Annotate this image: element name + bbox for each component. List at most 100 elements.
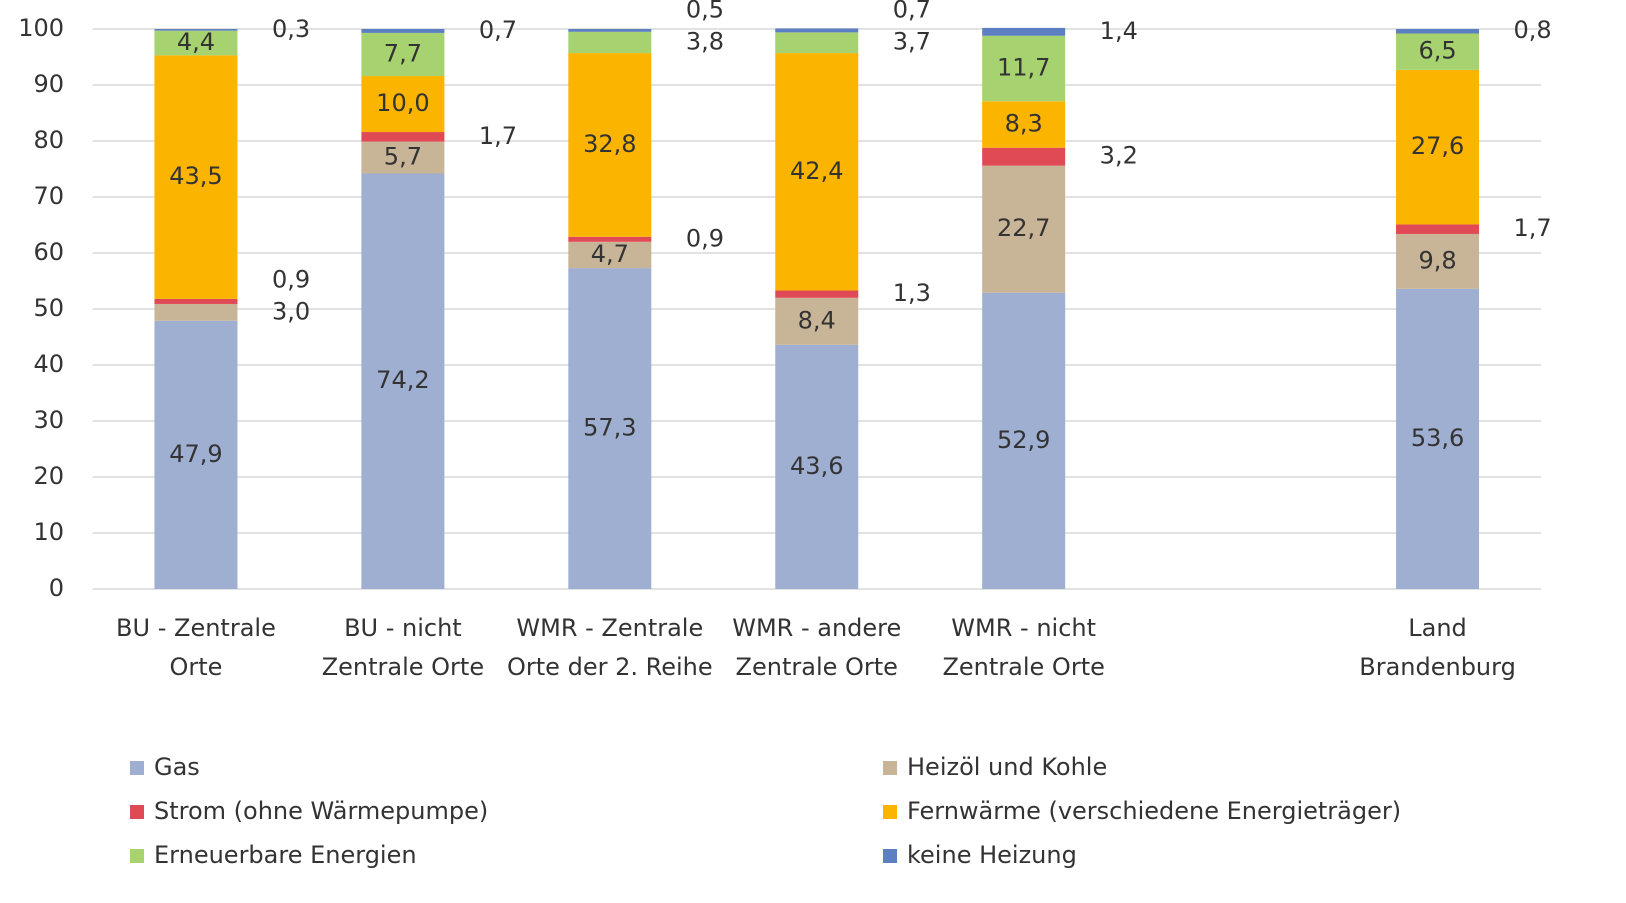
data-label: 6,5	[1418, 37, 1456, 65]
bar-segment	[775, 297, 859, 345]
legend-label: Heizöl und Kohle	[907, 753, 1107, 781]
legend-swatch	[130, 805, 144, 819]
data-label: 0,9	[272, 265, 310, 293]
x-tick-label: WMR - andere Zentrale Orte	[732, 614, 902, 681]
data-label: 53,6	[1411, 424, 1464, 452]
bar-segment	[361, 173, 445, 590]
bar-segment	[1396, 224, 1480, 234]
bar-segment	[361, 29, 445, 33]
data-label: 3,8	[686, 27, 724, 55]
data-label: 43,6	[790, 452, 843, 480]
bar-segment	[1396, 69, 1480, 225]
data-label: 0,5	[686, 0, 724, 23]
bar-segment	[154, 303, 238, 321]
y-tick-label: 90	[33, 70, 64, 98]
legend-label: keine Heizung	[907, 841, 1077, 869]
bar-segment	[361, 141, 445, 174]
bar-segment	[982, 147, 1066, 166]
bar-segment	[775, 32, 859, 54]
legend-swatch	[130, 849, 144, 863]
legend-swatch	[130, 761, 144, 775]
bar-segment	[775, 28, 859, 33]
bar-segment	[361, 132, 445, 142]
data-label: 4,7	[591, 240, 629, 268]
data-label: 47,9	[169, 440, 222, 468]
bar-segment	[361, 76, 445, 133]
bar-segment	[1396, 233, 1480, 289]
y-tick-label: 40	[33, 350, 64, 378]
y-tick-label: 80	[33, 126, 64, 154]
data-label: 7,7	[384, 39, 422, 67]
data-label: 1,7	[479, 122, 517, 150]
data-label: 0,8	[1514, 16, 1552, 44]
bar-segment	[154, 55, 238, 299]
legend-label: Fernwärme (verschiedene Energieträger)	[907, 797, 1401, 825]
bar-segment	[1396, 288, 1480, 589]
data-label: 8,3	[1005, 109, 1043, 137]
x-tick-label: WMR - nicht Zentrale Orte	[942, 614, 1105, 681]
bar-segment	[154, 30, 238, 56]
bar-segment	[154, 320, 238, 589]
bar-segment	[775, 290, 859, 298]
data-label: 3,2	[1100, 142, 1138, 170]
x-tick-label: BU - Zentrale Orte	[116, 614, 276, 681]
data-label: 74,2	[376, 366, 429, 394]
data-label: 3,0	[272, 297, 310, 325]
y-tick-label: 20	[33, 462, 64, 490]
y-tick-label: 100	[18, 14, 64, 42]
data-label: 0,7	[893, 0, 931, 24]
bar-segment	[568, 236, 652, 242]
data-label: 32,8	[583, 130, 636, 158]
data-label: 9,8	[1418, 246, 1456, 274]
bar-segment	[982, 292, 1066, 589]
bar-segment	[568, 31, 652, 54]
data-label: 4,4	[177, 28, 215, 56]
legend-label: Strom (ohne Wärmepumpe)	[154, 797, 488, 825]
legend-swatch	[883, 849, 897, 863]
bar-segment	[568, 241, 652, 269]
x-tick-label: BU - nicht Zentrale Orte	[321, 614, 485, 681]
data-label: 57,3	[583, 414, 636, 442]
data-label: 1,3	[893, 279, 931, 307]
bar-segment	[568, 268, 652, 589]
data-label: 10,0	[376, 89, 429, 117]
data-label: 27,6	[1411, 132, 1464, 160]
data-label: 11,7	[997, 53, 1050, 81]
data-label: 52,9	[997, 426, 1050, 454]
data-label: 8,4	[798, 306, 836, 334]
bar-segment	[982, 101, 1066, 148]
bar-segment	[982, 165, 1066, 293]
data-label: 42,4	[790, 157, 843, 185]
y-tick-label: 50	[33, 294, 64, 322]
bar-segment	[154, 29, 238, 31]
data-label: 0,7	[479, 16, 517, 44]
legend-swatch	[883, 805, 897, 819]
data-label: 22,7	[997, 214, 1050, 242]
data-label: 3,7	[893, 28, 931, 56]
x-tick-label: Land Brandenburg	[1359, 614, 1516, 681]
bar-segment	[568, 29, 652, 32]
data-label: 0,3	[272, 15, 310, 43]
bar-segment	[982, 27, 1066, 36]
bar-segment	[775, 344, 859, 589]
data-label: 5,7	[384, 143, 422, 171]
bar-segment	[568, 53, 652, 237]
legend-label: Gas	[154, 753, 200, 781]
bar-segment	[1396, 29, 1480, 34]
y-tick-label: 10	[33, 518, 64, 546]
legend-label: Erneuerbare Energien	[154, 841, 417, 869]
y-tick-label: 30	[33, 406, 64, 434]
data-label: 0,9	[686, 224, 724, 252]
y-tick-label: 60	[33, 238, 64, 266]
bar-segment	[361, 32, 445, 77]
y-tick-label: 0	[49, 574, 64, 602]
bar-segment	[154, 298, 238, 304]
data-label: 1,7	[1514, 214, 1552, 242]
data-label: 43,5	[169, 162, 222, 190]
x-tick-label: WMR - Zentrale Orte der 2. Reihe	[507, 614, 713, 681]
y-tick-label: 70	[33, 182, 64, 210]
bar-segment	[982, 35, 1066, 102]
bar-segment	[1396, 33, 1480, 70]
